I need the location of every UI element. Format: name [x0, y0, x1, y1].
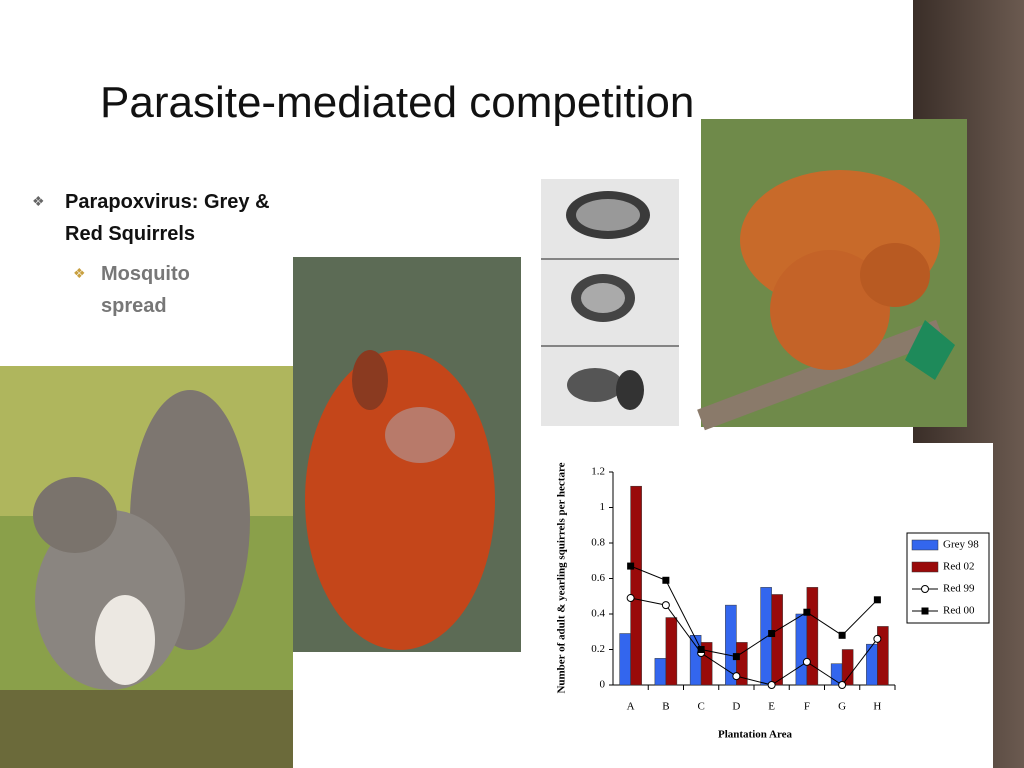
- y-tick-label: 1.2: [591, 466, 605, 478]
- point: [838, 631, 846, 639]
- bar: [771, 594, 783, 686]
- point: [627, 562, 635, 570]
- x-tick-label: B: [662, 701, 669, 713]
- slide-title: Parasite-mediated competition: [100, 78, 695, 127]
- photo-micrograph: [541, 179, 679, 426]
- legend-swatch: [921, 607, 929, 615]
- y-tick-label: 0.2: [591, 643, 605, 655]
- photo-red-squirrel: [697, 119, 967, 431]
- bar: [806, 587, 819, 686]
- bar: [795, 613, 808, 686]
- x-tick-label: A: [627, 701, 635, 713]
- y-tick-label: 0: [600, 679, 606, 691]
- point: [873, 634, 882, 643]
- bar: [877, 626, 889, 686]
- x-tick-label: G: [838, 701, 846, 713]
- point: [661, 601, 670, 610]
- sub-bullet-text: Mosquito spread: [101, 263, 190, 317]
- point: [662, 576, 670, 584]
- legend-swatch: [911, 539, 939, 551]
- legend-label: Grey 98: [943, 539, 979, 551]
- bar: [654, 658, 667, 686]
- bar: [700, 642, 713, 686]
- point: [803, 608, 811, 616]
- y-axis-label: Number of adult & yearling squirrels per…: [556, 462, 568, 693]
- y-tick-label: 0.6: [591, 572, 605, 584]
- x-tick-label: E: [768, 701, 775, 713]
- bar: [665, 617, 678, 686]
- point: [838, 681, 847, 689]
- bar: [841, 649, 854, 686]
- photo-sick-squirrel: [293, 257, 521, 652]
- x-tick-label: H: [873, 701, 881, 713]
- point: [626, 594, 635, 603]
- bar: [736, 642, 748, 686]
- x-tick-label: F: [804, 701, 810, 713]
- legend-swatch: [911, 561, 939, 573]
- legend-label: Red 99: [943, 583, 975, 595]
- point: [697, 646, 705, 653]
- bullet-icon: ❖: [73, 265, 86, 281]
- bar: [630, 485, 642, 686]
- point: [873, 596, 881, 604]
- legend-swatch: [921, 585, 929, 593]
- y-tick-label: 1: [600, 501, 606, 513]
- point: [732, 653, 740, 661]
- line: [630, 565, 878, 658]
- x-tick-label: D: [732, 701, 740, 713]
- bar: [689, 635, 702, 686]
- point: [767, 681, 776, 689]
- bullet-text: Parapoxvirus: Grey & Red Squirrels: [65, 191, 270, 245]
- bar: [619, 633, 631, 686]
- line: [630, 597, 878, 686]
- point: [802, 657, 811, 666]
- legend-label: Red 00: [943, 605, 975, 617]
- point: [768, 630, 776, 638]
- point: [732, 672, 741, 681]
- photo-grey-squirrel: [0, 366, 293, 768]
- bullet-icon: ❖: [32, 193, 45, 209]
- x-tick-label: C: [697, 701, 704, 713]
- chart: Plantation Area Number of adult & yearli…: [556, 462, 990, 741]
- y-tick-label: 0.4: [591, 608, 605, 620]
- x-axis-label: Plantation Area: [718, 729, 793, 741]
- legend-label: Red 02: [943, 561, 974, 573]
- y-tick-label: 0.8: [591, 537, 605, 549]
